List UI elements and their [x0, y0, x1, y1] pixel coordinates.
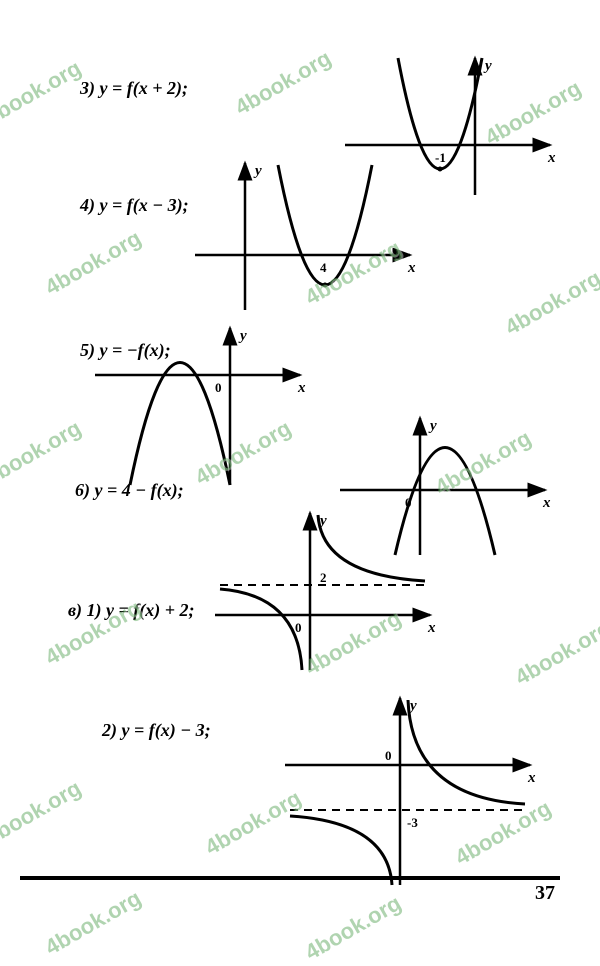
graph-5: x y 0: [90, 320, 310, 490]
watermark: 4book.org: [511, 615, 600, 691]
tick-0: 0: [295, 620, 302, 635]
tick-0: 0: [215, 380, 222, 395]
watermark: 4book.org: [0, 775, 86, 851]
x-label: x: [297, 380, 306, 396]
x-label: x: [407, 260, 416, 276]
vertex-dot: [438, 167, 443, 172]
vertex-dot: [323, 283, 328, 288]
x-label: x: [427, 620, 436, 636]
graph-4: x y 4: [190, 155, 420, 315]
x-label: x: [542, 495, 551, 511]
reciprocal-branch-1: [408, 700, 525, 804]
graph-b2: x y -3 0: [280, 690, 540, 890]
reciprocal-branch-1: [318, 515, 425, 581]
equation-4: 4) y = f(x − 3);: [80, 195, 189, 216]
equation-b1: в) 1) y = f(x) + 2;: [68, 600, 195, 621]
reciprocal-branch-2: [290, 816, 392, 885]
page-number: 37: [535, 882, 555, 905]
tick-neg3: -3: [407, 815, 418, 830]
page-rule: [20, 876, 560, 880]
equation-3: 3) y = f(x + 2);: [80, 78, 188, 99]
x-label: x: [527, 770, 536, 786]
reciprocal-branch-2: [220, 589, 302, 670]
graph-b1: x y 2 0: [210, 505, 440, 675]
tick-2: 2: [320, 570, 327, 585]
y-label: y: [428, 418, 437, 434]
x-label: x: [547, 150, 556, 166]
equation-b2: 2) y = f(x) − 3;: [102, 720, 211, 741]
watermark: 4book.org: [0, 55, 86, 131]
watermark: 4book.org: [41, 225, 146, 301]
y-label: y: [318, 513, 327, 529]
watermark: 4book.org: [301, 890, 406, 966]
tick-4: 4: [320, 260, 327, 275]
watermark: 4book.org: [231, 45, 336, 121]
watermark: 4book.org: [501, 265, 600, 341]
tick-neg1: -1: [435, 150, 446, 165]
watermark: 4book.org: [41, 885, 146, 961]
page-root: 3) y = f(x + 2); 4) y = f(x − 3); 5) y =…: [0, 0, 600, 935]
y-label: y: [253, 163, 262, 179]
y-label: y: [238, 328, 247, 344]
tick-0: 0: [385, 748, 392, 763]
watermark: 4book.org: [0, 415, 86, 491]
y-label: y: [408, 698, 417, 714]
y-label: y: [483, 58, 492, 74]
